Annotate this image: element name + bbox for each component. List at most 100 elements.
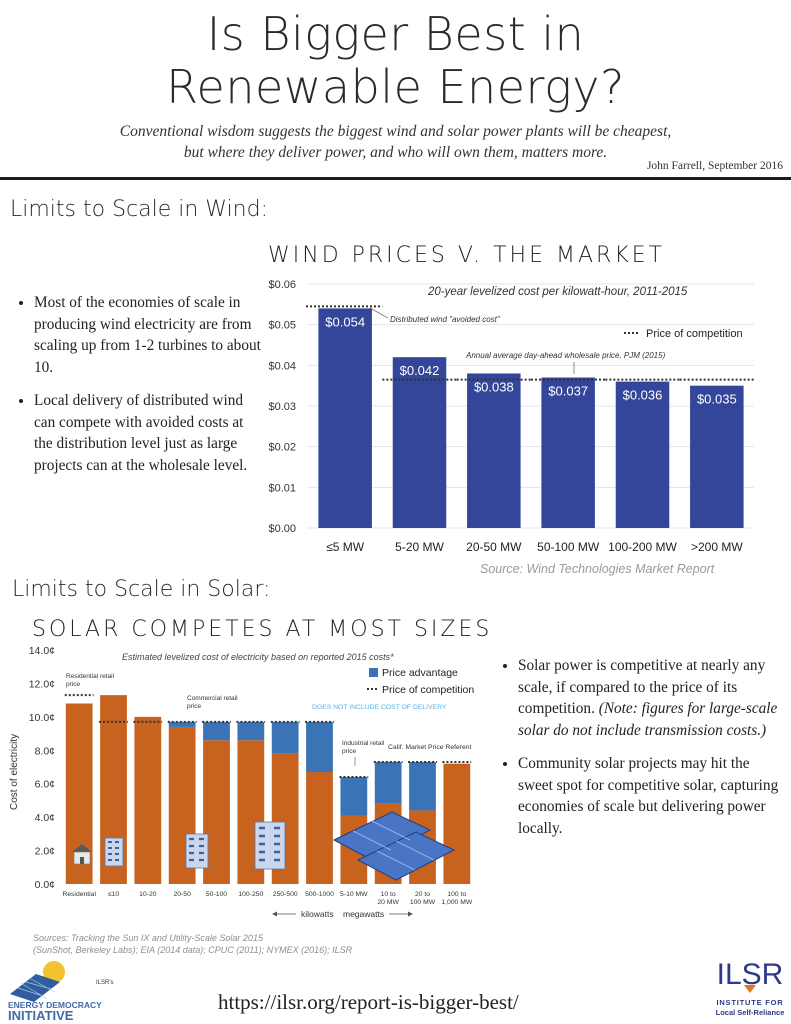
solar-y-axis-label: Cost of electricity [9,734,20,810]
header-divider [0,177,791,180]
wind-bar [615,381,670,528]
logo-initiative: INITIATIVE [8,1008,74,1022]
wind-chart-subtitle: 20-year levelized cost per kilowatt-hour… [427,286,688,298]
wind-competition-line [306,305,754,381]
logo-ilsrs: ILSR's [96,980,113,986]
triangle-icon [744,985,756,993]
solar-chart-subtitle: Estimated levelized cost of electricity … [122,652,394,662]
wind-x-axis: ≤5 MW 5-20 MW 20-50 MW 50-100 MW 100-200 MW >… [326,540,743,554]
wind-y-tick-label: $0.01 [268,482,296,494]
sources-line-2: (SunShot, Berkeley Labs); EIA (2014 data… [33,945,353,955]
wind-x-tick-label: ≤5 MW [326,540,365,554]
mid-building-icon [185,833,209,869]
wind-value-label: $0.036 [623,388,663,403]
solar-legend-label-advantage: Price advantage [382,667,458,679]
logo-energy-democracy: ENERGY DEMOCRACY [8,1000,102,1010]
solar-y-tick-label: 10.0¢ [29,712,55,724]
wind-price-chart: 20-year levelized cost per kilowatt-hour… [268,279,754,576]
wind-y-axis: $0.00 $0.01 $0.02 $0.03 $0.04 $0.05 $0.06 [268,279,296,535]
solar-x-tick-label: ≤10 [108,891,120,898]
wind-x-tick-label: 100-200 MW [608,540,677,554]
wind-bullet-list: Most of the economies of scale in produc… [12,292,264,488]
solar-x-axis: Residential ≤10 10-20 20-50 50-100 100-250 250… [62,891,473,906]
wind-chart-source: Source: Wind Technologies Market Report [480,562,715,576]
title-line-1: Is Bigger Best in [206,7,585,61]
byline: John Farrell, September 2016 [646,160,783,172]
solar-cost-bar [306,772,333,884]
solar-y-axis: 0.0¢ 2.0¢ 4.0¢ 6.0¢ 8.0¢ 10.0¢ 12.0¢ 14.0¢ [29,645,55,891]
wind-y-tick-label: $0.04 [268,360,296,372]
solar-unit-megawatts: megawatts [343,909,384,919]
wind-bar [318,308,372,528]
solar-y-tick-label: 14.0¢ [29,645,55,657]
subtitle-line-1: Conventional wisdom suggests the biggest… [119,123,672,140]
wind-chart-title: WIND PRICES V. THE MARKET [268,243,666,268]
solar-x-tick-label: 100-250 [238,891,263,898]
wind-value-label: $0.054 [325,314,365,329]
wind-bullet-2: Local delivery of distributed wind can c… [34,390,264,476]
wind-x-tick-label: >200 MW [691,540,743,554]
wind-y-gridlines [308,283,754,529]
wind-bar [467,373,521,528]
solar-x-tick-label: Residential [62,891,96,898]
wind-y-tick-label: $0.03 [268,401,296,413]
wind-value-labels: $0.054 $0.042 $0.038 $0.037 $0.036 $0.035 [325,314,736,406]
solar-competition-line [64,694,472,779]
solar-legend: Price advantage Price of competition [367,667,474,696]
solar-advantage-bar [271,721,299,754]
wind-annotation-avoided-cost: Distributed wind "avoided cost" [390,315,501,324]
solar-y-tick-label: 4.0¢ [35,812,56,824]
solar-panel-icon [10,974,60,1002]
report-link[interactable]: https://ilsr.org/report-is-bigger-best/ [218,990,519,1014]
solar-legend-swatch-advantage [369,668,378,677]
wind-x-tick-label: 5-20 MW [395,540,444,554]
solar-x-tick-label: 20 to 100 MW [410,891,436,906]
ilsr-logo-line-1: INSTITUTE FOR [716,998,783,1007]
wind-y-tick-label: $0.05 [268,320,296,332]
chart-sources: Sources: Tracking the Sun IX and Utility… [33,932,433,956]
solar-annotation-residential: Residential retail price [66,673,115,688]
solar-legend-label-competition: Price of competition [382,684,474,696]
wind-bullet-1: Most of the economies of scale in produc… [34,292,264,378]
wind-section-heading: Limits to Scale in Wind: [10,197,269,222]
ilsr-logo-line-2: Local Self-Reliance [716,1008,785,1017]
page-title: Is Bigger Best in Renewable Energy? [0,8,791,114]
wind-x-tick-label: 20-50 MW [466,540,522,554]
solar-section-heading: Limits to Scale in Solar: [12,577,271,602]
solar-y-tick-label: 2.0¢ [35,846,56,858]
ilsr-logo: ILSR INSTITUTE FOR Local Self-Reliance [716,958,785,1017]
solar-x-tick-label: 100 to 1,000 MW [441,891,473,906]
solar-y-tick-label: 0.0¢ [35,879,56,891]
small-building-icon [104,837,124,867]
solar-bullet-1-note: (Note: figures for large-scale solar do … [518,700,778,739]
sun-icon [43,961,65,983]
wind-x-tick-label: 50-100 MW [537,540,600,554]
solar-unit-kilowatts: kilowatts [301,909,334,919]
wind-y-tick-label: $0.02 [268,442,296,454]
solar-advantage-bar [237,721,265,741]
wind-bar [541,377,595,528]
wind-value-label: $0.038 [474,379,514,394]
wind-legend: Price of competition [624,328,743,340]
solar-x-tick-label: 5-10 MW [340,891,368,898]
wind-annotation-wholesale: Annual average day-ahead wholesale price… [465,351,666,360]
wind-bar [392,357,447,528]
wind-bar [690,385,744,528]
solar-cost-bar [443,763,471,884]
wind-y-tick-label: $0.06 [268,279,296,291]
sources-line-1: Sources: Tracking the Sun IX and Utility… [33,933,263,943]
solar-x-tick-label: 50-100 [206,891,227,898]
solar-y-tick-label: 12.0¢ [29,678,55,690]
solar-y-tick-label: 6.0¢ [35,779,56,791]
solar-bullet-1: Solar power is competitive at nearly any… [518,655,788,741]
solar-y-tick-label: 8.0¢ [35,745,56,757]
solar-cost-chart: Estimated levelized cost of electricity … [9,645,474,919]
tall-building-icon [254,821,286,870]
wind-value-label: $0.037 [548,384,588,399]
house-icon [72,844,92,865]
solar-advantage-bar [203,721,230,741]
solar-advantage-bar [409,761,436,811]
solar-farm-icon [332,811,456,881]
wind-bars [318,308,744,528]
solar-annotation-industrial: Industrial retail price [342,740,385,755]
